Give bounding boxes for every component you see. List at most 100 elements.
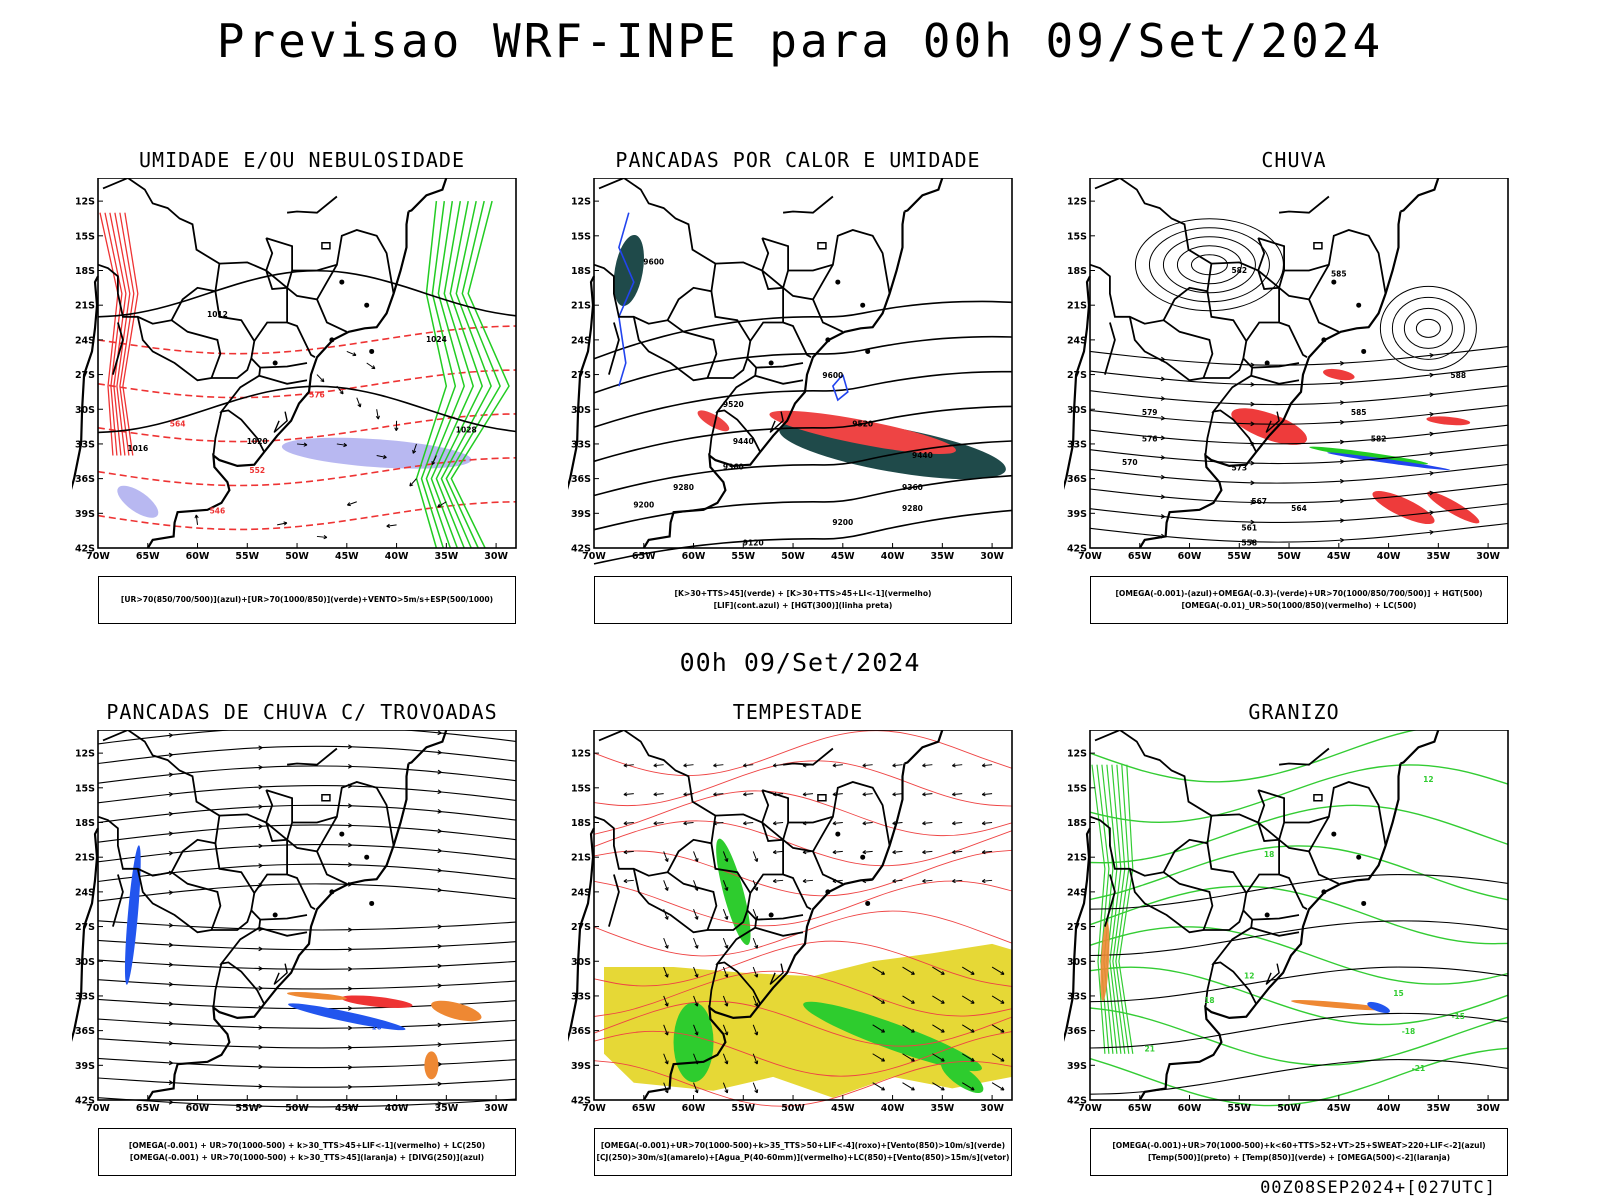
- country-border: [286, 264, 338, 301]
- lat-tick-label: 27S: [75, 370, 95, 381]
- country-border: [1257, 237, 1285, 290]
- wind-vector: [872, 1053, 886, 1062]
- lon-tick-label: 50W: [1277, 1103, 1301, 1114]
- streamline-arrow: [347, 1025, 353, 1031]
- wind-vector: [693, 1024, 699, 1036]
- streamline: [97, 920, 517, 931]
- contour-label: 576: [1142, 435, 1158, 444]
- lat-tick-label: 39S: [75, 1061, 95, 1072]
- streamline-arrow: [1339, 459, 1345, 465]
- streamline-arrow: [1339, 439, 1345, 445]
- wind-vector: [872, 1082, 886, 1091]
- lat-tick-label: 33S: [1067, 439, 1087, 450]
- contour-label: 585: [1331, 269, 1347, 278]
- streamline-arrow: [1339, 360, 1345, 366]
- streamline-arrow: [437, 808, 442, 814]
- streamline-arrow: [1429, 431, 1434, 437]
- country-border: [112, 874, 124, 927]
- lat-tick-label: 36S: [75, 474, 95, 485]
- legend-box: [OMEGA(-0.001)+UR>70(1000-500)+k<60+TTS>…: [1090, 1128, 1508, 1176]
- wind-vector: [663, 880, 669, 891]
- temp500-contour: [1089, 874, 1509, 910]
- humidity-red-contour: [122, 212, 139, 456]
- streamline-arrow: [258, 946, 263, 952]
- cyclonic-circulation: [1415, 318, 1441, 338]
- lon-tick-label: 30W: [1476, 551, 1500, 562]
- legend-box: [OMEGA(-0.001)-(azul)+OMEGA(-0.3)-(verde…: [1090, 576, 1508, 624]
- wind-vector: [892, 850, 903, 855]
- legend-line: [CJ(250)>30m/s](amarelo)+[Agua_P(40-60mm…: [596, 1153, 1010, 1162]
- reservoir: [272, 912, 278, 918]
- map-pancadas-calor: 9600 9520 9440 9360 9280 9200 9120 9600 9520 9440…: [568, 178, 1013, 565]
- streamline-arrow: [437, 769, 442, 775]
- lon-tick-label: 65W: [632, 551, 656, 562]
- lat-tick-label: 24S: [75, 887, 95, 898]
- geopotential-low-contour: [1176, 245, 1242, 285]
- country-border: [1278, 264, 1330, 301]
- lat-tick-label: 27S: [1067, 370, 1087, 381]
- wind-vector: [981, 878, 993, 884]
- country-border: [112, 322, 124, 375]
- streamline-arrow: [258, 1084, 263, 1089]
- panel-trovoadas: PANCADAS DE CHUVA C/ TROVOADAS 10 12S 15S 1…: [72, 700, 532, 1178]
- lat-tick-label: 36S: [1067, 474, 1087, 485]
- wind-vector: [892, 763, 903, 768]
- reservoir: [1264, 360, 1270, 366]
- lon-tick-label: 55W: [731, 551, 755, 562]
- contour-label: 582: [1371, 435, 1387, 444]
- lat-tick-label: 27S: [75, 922, 95, 933]
- reservoir: [1356, 854, 1362, 860]
- streamline-arrow: [1339, 419, 1345, 425]
- lagoon: [769, 963, 784, 985]
- map-frame-border: [97, 730, 517, 1101]
- streamline: [97, 1038, 517, 1049]
- hgt300-contour: [593, 335, 1013, 394]
- lon-tick-label: 40W: [385, 1103, 409, 1114]
- country-border: [782, 321, 812, 358]
- lat-tick-label: 39S: [571, 1061, 591, 1072]
- country-border: [761, 237, 789, 290]
- country-border: [292, 229, 395, 294]
- lat-tick-label: 18S: [571, 818, 591, 829]
- temp850-contour: [1089, 764, 1509, 824]
- lon-tick-label: 45W: [335, 551, 359, 562]
- lat-tick-label: 36S: [75, 1026, 95, 1037]
- streamline-arrow: [258, 843, 263, 849]
- wind-vector: [872, 1024, 886, 1033]
- lon-tick-label: 30W: [484, 551, 508, 562]
- wind-vector: [653, 763, 664, 768]
- lat-tick-label: 36S: [571, 474, 591, 485]
- map-boundaries: [72, 730, 448, 1101]
- country-border: [1278, 321, 1308, 358]
- map-frame-border: [1089, 178, 1509, 549]
- wind-vector: [316, 535, 328, 540]
- legend-line: [K>30+TTS>45](verde) + [K>30+TTS>45+LI<-…: [674, 589, 932, 598]
- streamline-arrow: [437, 887, 442, 893]
- wind-vector: [663, 937, 669, 949]
- streamline-arrow: [1339, 478, 1345, 484]
- lat-tick-label: 30S: [75, 957, 95, 968]
- temp850-contour: [1106, 764, 1118, 1054]
- wind-vector: [663, 995, 669, 1007]
- streamline-arrow: [1429, 490, 1434, 496]
- west-coastline: [72, 827, 99, 1042]
- streamline-arrow: [437, 828, 442, 834]
- wind-vector: [366, 362, 376, 370]
- map-umidade: 1012 1016 1020 1024 1028 552 576 564 546 12S 15S 18…: [72, 178, 517, 562]
- panel-title: UMIDADE E/OU NEBULOSIDADE: [138, 148, 466, 172]
- streamline-850: [593, 760, 1013, 807]
- wind-vector: [802, 878, 814, 884]
- streamline-arrow: [347, 986, 353, 992]
- rain-red-area: [1372, 491, 1435, 525]
- streamline: [97, 1018, 517, 1029]
- streamline-arrow: [168, 1040, 173, 1046]
- lat-tick-label: 33S: [75, 991, 95, 1002]
- legend-line: [OMEGA(-0.001) + UR>70(1000-500) + k>30_…: [128, 1141, 486, 1150]
- country-border: [1252, 362, 1300, 369]
- streamline-arrow: [347, 822, 353, 828]
- wind-vector: [902, 1053, 915, 1062]
- wind-vector: [991, 995, 1005, 1004]
- contour-label: 9600: [643, 258, 664, 267]
- temp500-contour: [1089, 920, 1509, 957]
- streamline-arrow: [1160, 376, 1165, 382]
